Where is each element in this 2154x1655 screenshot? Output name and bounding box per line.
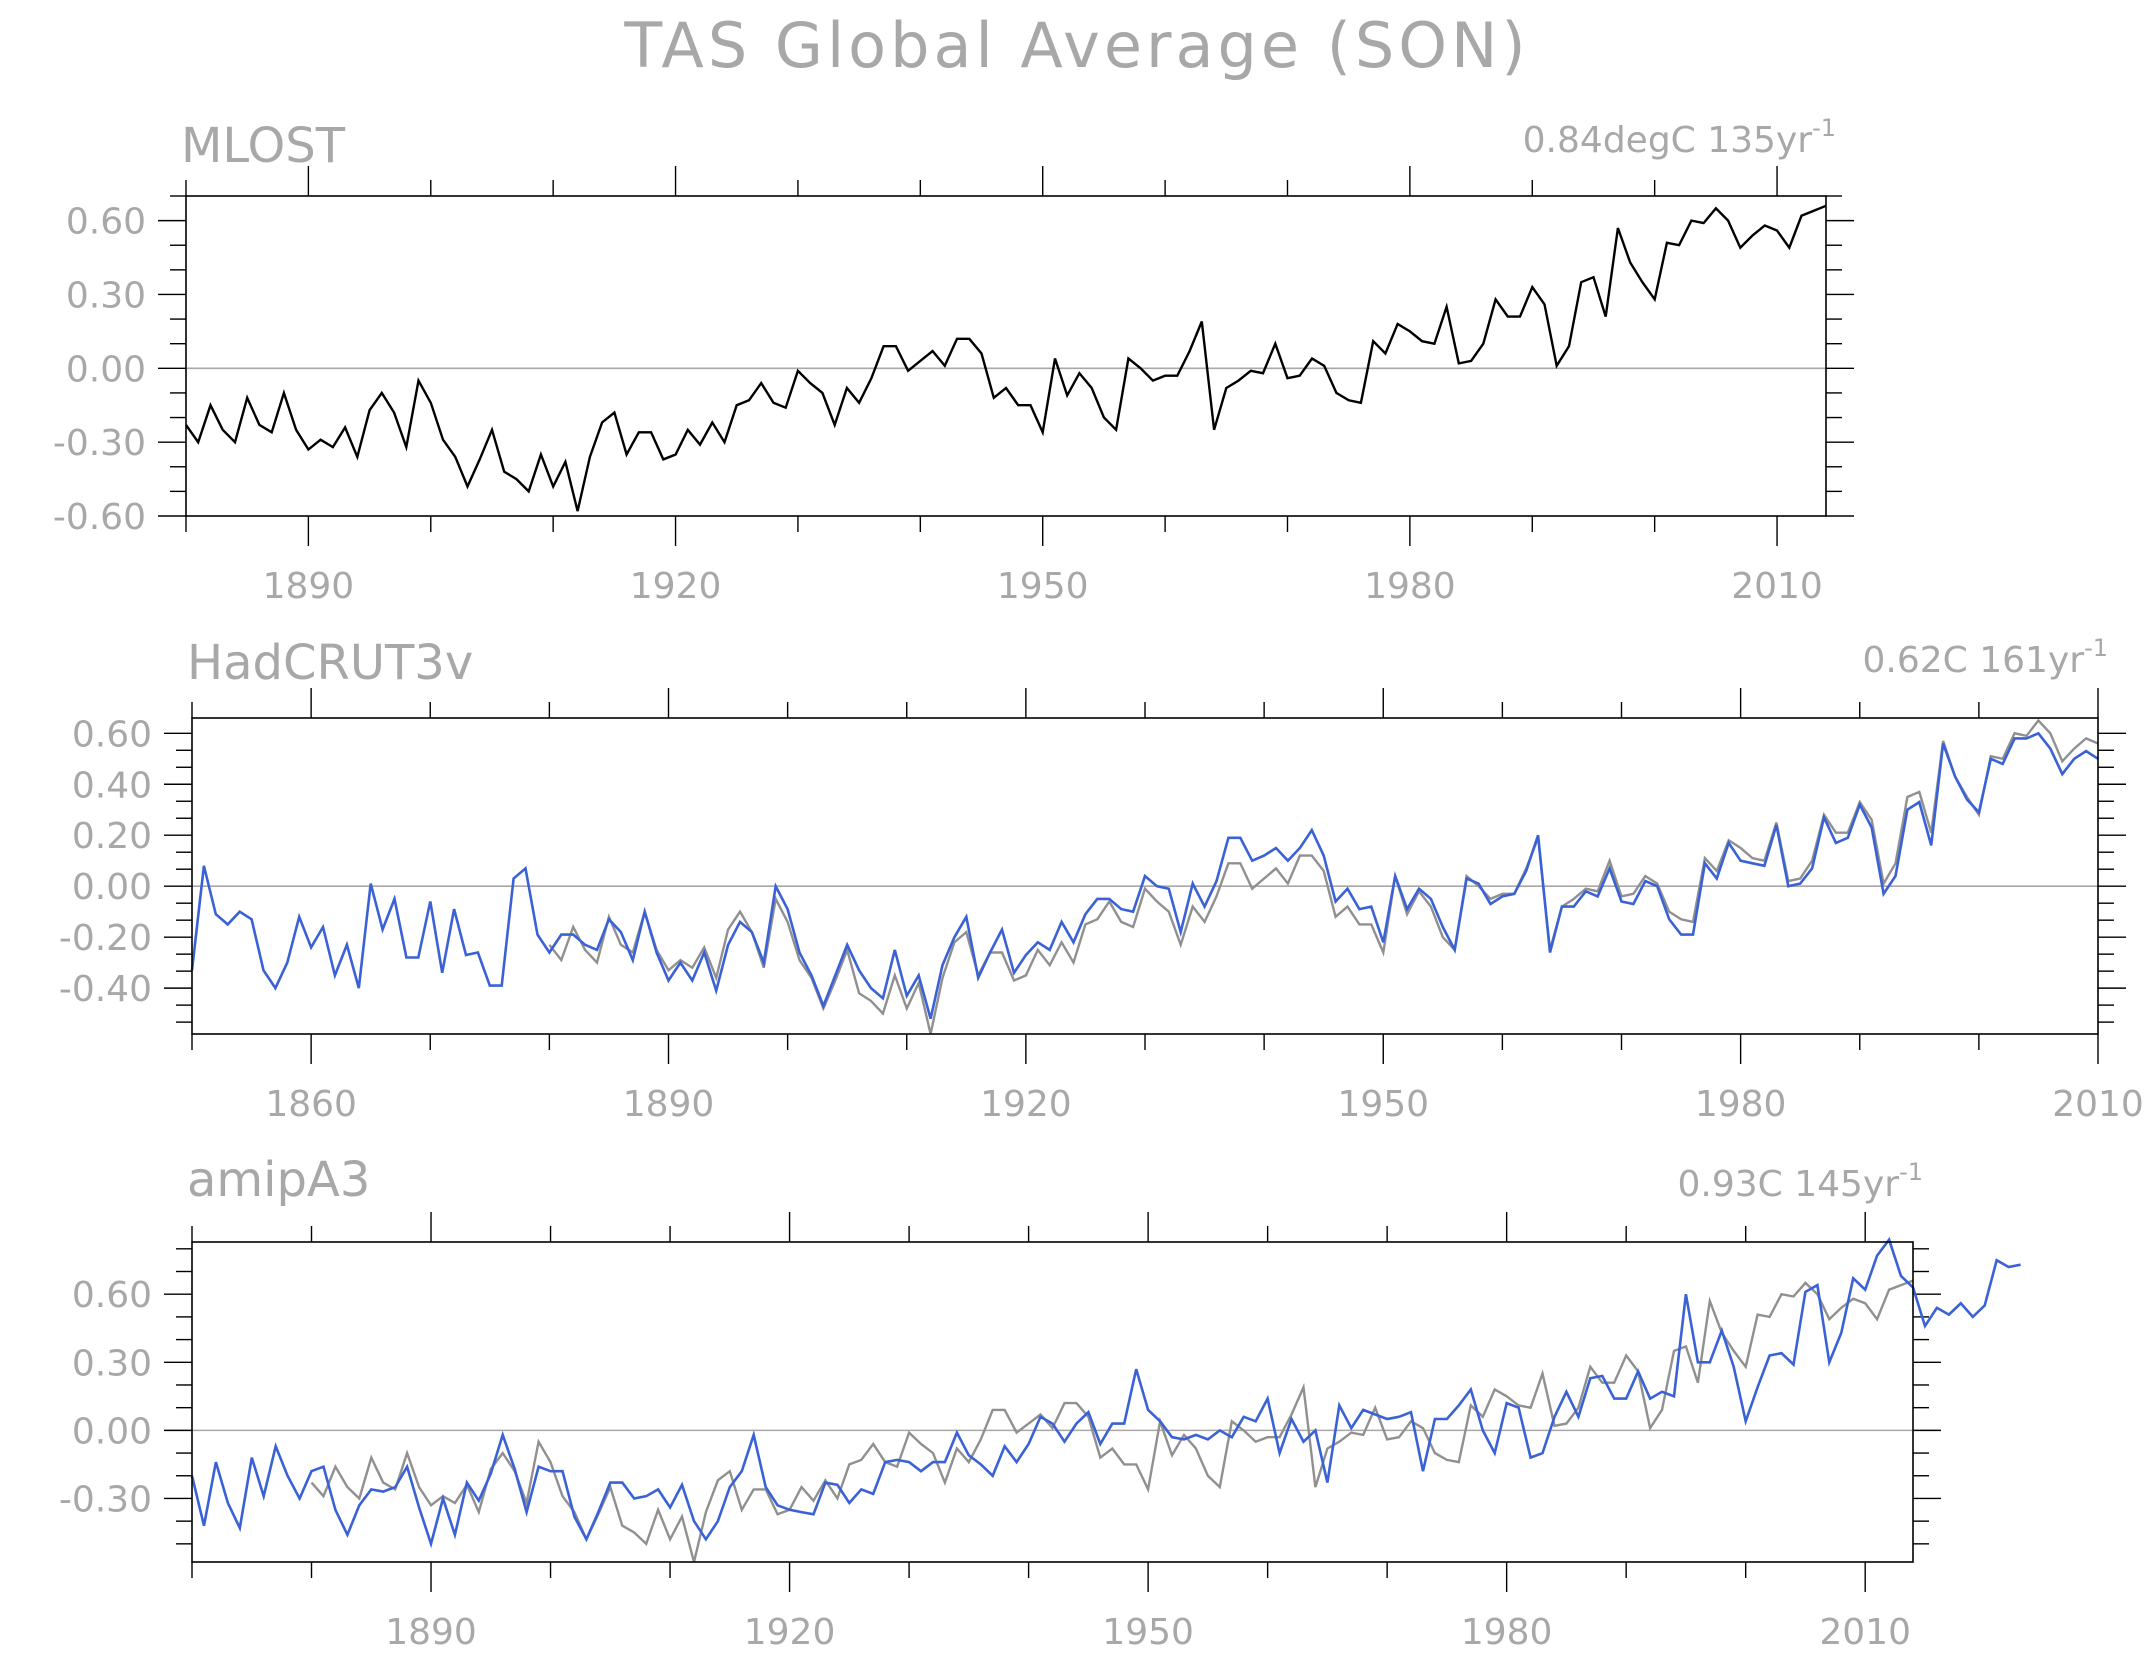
figure-title: TAS Global Average (SON) <box>623 9 1529 82</box>
trend-exponent: -1 <box>2084 634 2108 662</box>
x-tick-label: 1950 <box>997 566 1089 607</box>
x-tick-label: 1890 <box>623 1084 715 1125</box>
panel-title: amipA3 <box>187 1152 370 1208</box>
y-tick-label: 0.40 <box>72 765 152 806</box>
y-tick-label: 0.00 <box>66 349 146 390</box>
series-line-obs <box>185 204 1827 512</box>
y-tick-label: 0.00 <box>72 1411 152 1452</box>
y-tick-label: -0.40 <box>59 969 152 1010</box>
y-tick-label: -0.30 <box>59 1479 152 1520</box>
x-tick-label: 1920 <box>630 566 722 607</box>
trend-annotation: 0.93C 145yr-1 <box>1678 1158 1924 1205</box>
y-tick-label: -0.30 <box>53 423 146 464</box>
x-tick-label: 1890 <box>385 1612 477 1653</box>
trend-text: 0.62C 161yr <box>1863 640 2085 681</box>
y-tick-label: 0.00 <box>72 867 152 908</box>
trend-text: 0.84degC 135yr <box>1523 120 1813 161</box>
series-line-ref <box>548 718 2099 1035</box>
x-tick-label: 1890 <box>263 566 355 607</box>
y-tick-label: 0.60 <box>66 202 146 243</box>
x-tick-label: 2010 <box>1819 1612 1911 1653</box>
trend-annotation: 0.62C 161yr-1 <box>1863 634 2109 681</box>
x-tick-label: 1950 <box>1337 1084 1429 1125</box>
y-tick-label: 0.60 <box>72 714 152 755</box>
trend-exponent: -1 <box>1812 114 1836 142</box>
x-tick-label: 1980 <box>1461 1612 1553 1653</box>
x-tick-label: 1980 <box>1695 1084 1787 1125</box>
panel-mlost: MLOST 0.84degC 135yr-1 1890 1920 1950 1980 201… <box>53 114 1854 607</box>
panel-title: HadCRUT3v <box>187 635 473 691</box>
x-tick-label: 1860 <box>265 1084 357 1125</box>
y-tick-label: 0.30 <box>66 275 146 316</box>
series-line-ref <box>310 1279 1914 1563</box>
y-tick-label: -0.60 <box>53 497 146 538</box>
series-line-model <box>190 731 2099 1020</box>
plot-frame <box>185 195 1827 517</box>
trend-text: 0.93C 145yr <box>1678 1164 1900 1205</box>
plot-frame <box>191 717 2099 1035</box>
panel-amipa3: amipA3 0.93C 145yr-1 1890 1920 1950 1980 2010 -… <box>59 1152 2021 1653</box>
y-tick-label: -0.20 <box>59 918 152 959</box>
y-tick-label: 0.60 <box>72 1275 152 1316</box>
x-tick-label: 2010 <box>1731 566 1823 607</box>
series-line-model <box>190 1236 2021 1549</box>
panel-title: MLOST <box>181 118 346 174</box>
trend-annotation: 0.84degC 135yr-1 <box>1523 114 1836 161</box>
x-tick-label: 1920 <box>744 1612 836 1653</box>
y-tick-label: 0.30 <box>72 1343 152 1384</box>
x-tick-label: 1920 <box>980 1084 1072 1125</box>
plot-frame <box>191 1241 1914 1563</box>
trend-exponent: -1 <box>1899 1158 1923 1186</box>
panel-hadcrut3v: HadCRUT3v 0.62C 161yr-1 1860 1890 1920 1950 19… <box>59 634 2144 1125</box>
x-tick-label: 2010 <box>2052 1084 2144 1125</box>
y-tick-label: 0.20 <box>72 816 152 857</box>
x-tick-label: 1980 <box>1364 566 1456 607</box>
x-tick-label: 1950 <box>1102 1612 1194 1653</box>
